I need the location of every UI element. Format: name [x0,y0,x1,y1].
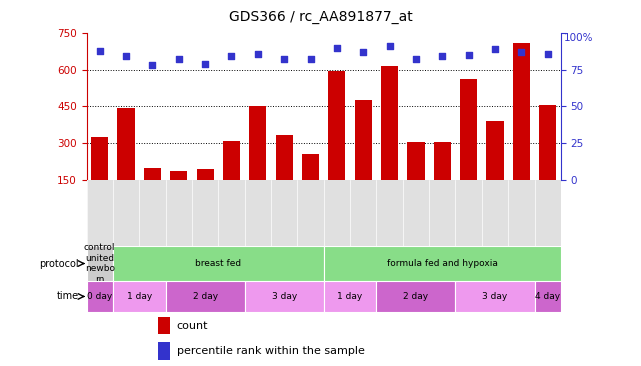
Text: 2 day: 2 day [403,292,428,301]
Point [147,62,158,68]
Bar [460,79,477,180]
Bar [87,281,113,312]
Bar [249,107,267,180]
Bar [171,171,187,180]
Text: 3 day: 3 day [483,292,508,301]
Bar [408,142,424,180]
Bar [276,135,293,180]
Bar [113,246,324,281]
Bar [376,281,456,312]
Bar [302,154,319,180]
Text: 3 day: 3 day [272,292,297,301]
Text: control
united
newbo
rn: control united newbo rn [84,243,115,284]
Bar [197,169,213,180]
Bar [324,246,561,281]
Bar [223,141,240,180]
Bar [113,281,165,312]
Point [358,49,369,55]
Point [279,56,289,62]
Text: breast fed: breast fed [196,259,242,268]
Bar [539,105,556,180]
Point [174,56,184,62]
Bar [535,281,561,312]
Text: 1 day: 1 day [337,292,363,301]
Text: formula fed and hypoxia: formula fed and hypoxia [387,259,497,268]
Point [490,46,500,52]
Bar [117,108,135,180]
Point [95,48,105,53]
Text: count: count [177,321,208,331]
Bar [328,71,345,180]
Bar [158,317,169,335]
Point [332,45,342,51]
Bar [91,137,108,180]
Text: 1 day: 1 day [127,292,152,301]
Bar [245,281,324,312]
Text: 4 day: 4 day [535,292,560,301]
Point [542,51,553,56]
Bar [144,168,161,180]
Text: 2 day: 2 day [192,292,218,301]
Text: time: time [56,291,79,302]
Bar [158,342,169,360]
Bar [434,142,451,180]
Bar [165,281,245,312]
Text: 0 day: 0 day [87,292,112,301]
Text: GDS366 / rc_AA891877_at: GDS366 / rc_AA891877_at [229,10,412,24]
Bar [456,281,535,312]
Point [463,52,474,58]
Point [516,49,526,55]
Bar [381,66,398,180]
Point [226,53,237,59]
Point [253,51,263,56]
Point [305,56,315,62]
Bar [513,43,530,180]
Text: percentile rank within the sample: percentile rank within the sample [177,346,365,356]
Point [385,43,395,49]
Point [411,56,421,62]
Point [200,61,210,67]
Bar [487,121,504,180]
Bar [324,281,376,312]
Point [437,53,447,59]
Bar [354,100,372,180]
Text: protocol: protocol [39,258,79,269]
Text: 100%: 100% [563,33,593,43]
Point [121,53,131,59]
Bar [87,246,113,281]
